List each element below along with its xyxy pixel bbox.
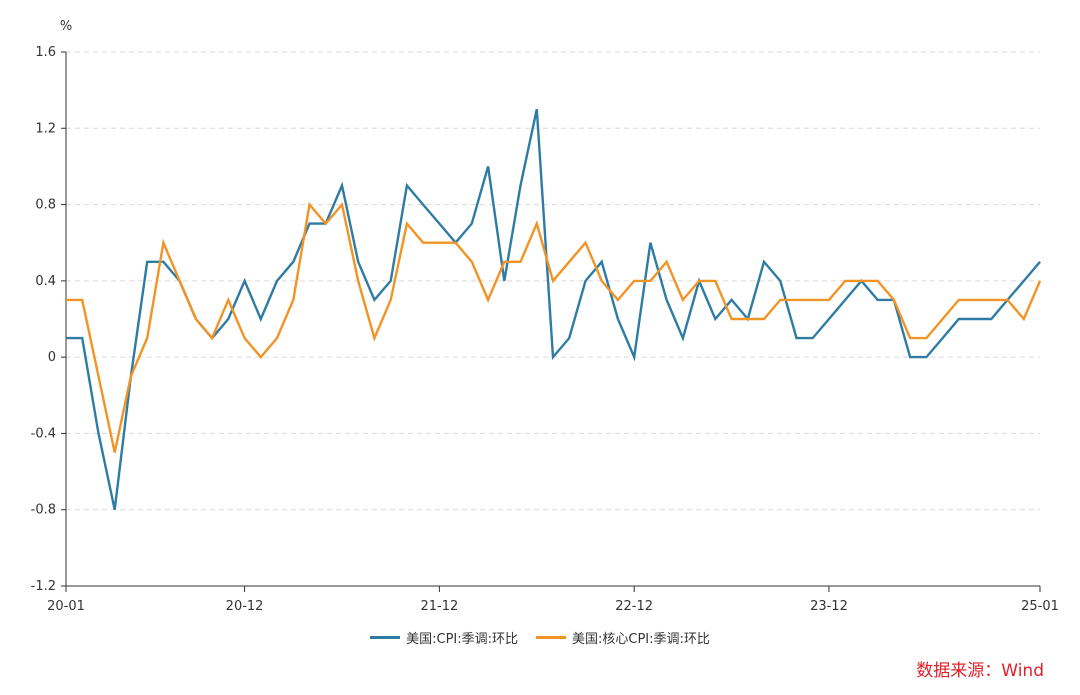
y-unit-label: % — [60, 19, 72, 34]
legend: 美国:CPI:季调:环比 美国:核心CPI:季调:环比 — [0, 628, 1080, 647]
y-tick-label: -0.8 — [31, 503, 56, 518]
x-tick-label: 20-12 — [226, 599, 264, 614]
legend-swatch-core-cpi — [536, 636, 566, 639]
y-tick-label: 0.8 — [35, 198, 56, 213]
x-tick-label: 21-12 — [420, 599, 458, 614]
y-tick-label: -0.4 — [31, 426, 56, 441]
source-note: 数据来源：Wind — [916, 661, 1044, 681]
series-lines — [66, 108, 1042, 510]
x-tick-label: 25-01 — [1021, 599, 1059, 614]
series-line-core-cpi — [66, 201, 1042, 453]
y-tick-label: 0.4 — [35, 274, 56, 289]
tick-labels: 1.6 1.2 0.8 0.4 0 -0.4 -0.8 -1.2% 20-01 20-12 21-1… — [31, 19, 1059, 614]
legend-swatch-cpi — [370, 636, 401, 639]
y-tick-label: 1.2 — [35, 121, 56, 136]
x-tick-label: 20-01 — [47, 599, 85, 614]
legend-item-cpi: 美国:CPI:季调:环比 — [370, 628, 518, 647]
legend-item-core-cpi: 美国:核心CPI:季调:环比 — [536, 628, 710, 647]
y-tick-label: 1.6 — [35, 45, 56, 60]
legend-label-cpi: 美国:CPI:季调:环比 — [406, 632, 518, 647]
y-tick-label: 0 — [48, 350, 56, 365]
line-chart: 1.6 1.2 0.8 0.4 0 -0.4 -0.8 -1.2% 20-01 20-12 21-1… — [31, 19, 1059, 614]
legend-label-core-cpi: 美国:核心CPI:季调:环比 — [572, 632, 710, 647]
x-tick-label: 22-12 — [615, 599, 653, 614]
x-tick-label: 23-12 — [810, 599, 848, 614]
y-tick-label: -1.2 — [31, 579, 56, 594]
axes — [61, 51, 1041, 592]
series-line-cpi — [66, 108, 1041, 510]
